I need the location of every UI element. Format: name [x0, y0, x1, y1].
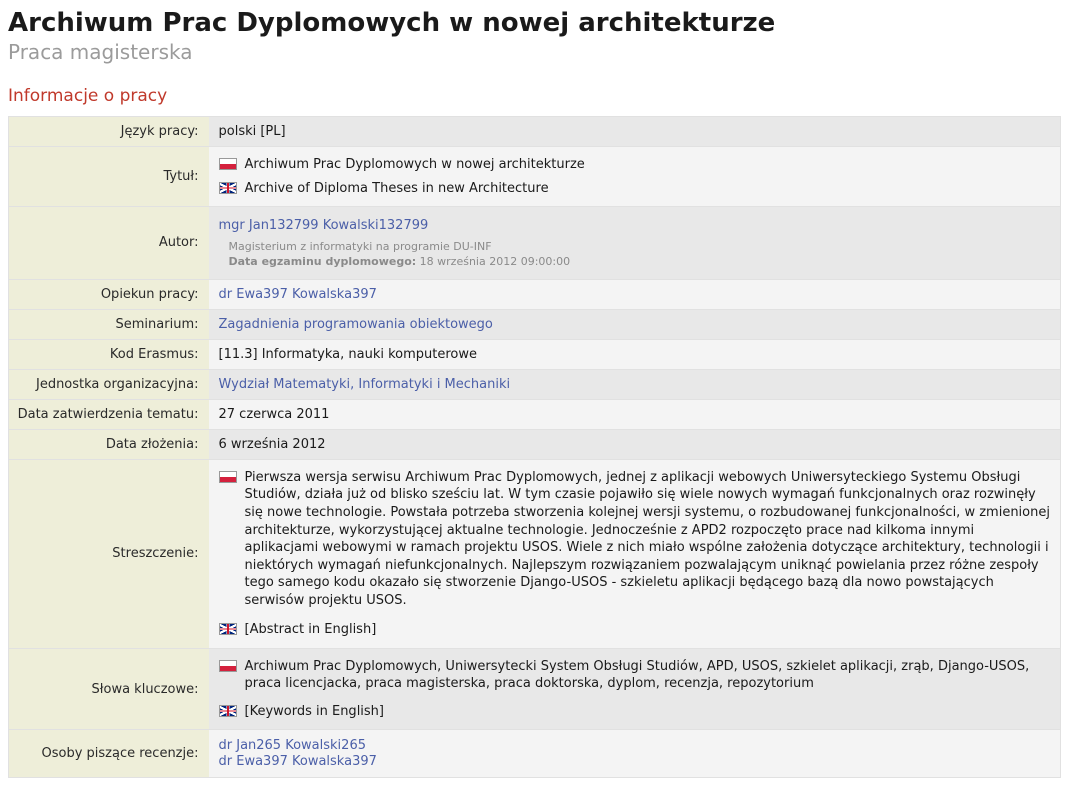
flag-gb-icon [219, 182, 237, 194]
unit-link[interactable]: Wydział Matematyki, Informatyki i Mechan… [219, 377, 511, 392]
flag-pl-icon [219, 158, 237, 170]
value-unit: Wydział Matematyki, Informatyki i Mechan… [209, 369, 1061, 399]
value-reviewers: dr Jan265 Kowalski265 dr Ewa397 Kowalska… [209, 730, 1061, 778]
label-title: Tytuł: [9, 147, 209, 207]
value-keywords: Archiwum Prac Dyplomowych, Uniwersytecki… [209, 648, 1061, 730]
value-author: mgr Jan132799 Kowalski132799 Magisterium… [209, 207, 1061, 280]
flag-gb-icon [219, 623, 237, 635]
label-erasmus: Kod Erasmus: [9, 339, 209, 369]
author-meta: Magisterium z informatyki na programie D… [219, 239, 1051, 270]
page-title: Archiwum Prac Dyplomowych w nowej archit… [8, 8, 1061, 38]
value-approval-date: 27 czerwca 2011 [209, 399, 1061, 429]
value-language: polski [PL] [209, 117, 1061, 147]
flag-pl-icon [219, 660, 237, 672]
author-exam-label: Data egzaminu dyplomowego: [229, 255, 417, 268]
author-exam-date: 18 września 2012 09:00:00 [420, 255, 570, 268]
abstract-pl: Pierwsza wersja serwisu Archiwum Prac Dy… [245, 469, 1051, 609]
flag-pl-icon [219, 471, 237, 483]
value-title: Archiwum Prac Dyplomowych w nowej archit… [209, 147, 1061, 207]
title-en: Archive of Diploma Theses in new Archite… [245, 180, 1051, 198]
title-pl: Archiwum Prac Dyplomowych w nowej archit… [245, 156, 1051, 174]
label-reviewers: Osoby piszące recenzje: [9, 730, 209, 778]
value-seminar: Zagadnienia programowania obiektowego [209, 309, 1061, 339]
label-supervisor: Opiekun pracy: [9, 279, 209, 309]
page-container: Archiwum Prac Dyplomowych w nowej archit… [8, 8, 1061, 778]
seminar-link[interactable]: Zagadnienia programowania obiektowego [219, 317, 493, 332]
info-table: Język pracy: polski [PL] Tytuł: Archiwum… [8, 116, 1061, 778]
value-erasmus: [11.3] Informatyka, nauki komputerowe [209, 339, 1061, 369]
value-abstract: Pierwsza wersja serwisu Archiwum Prac Dy… [209, 459, 1061, 648]
label-submission-date: Data złożenia: [9, 429, 209, 459]
reviewer-link-2[interactable]: dr Ewa397 Kowalska397 [219, 754, 1051, 769]
label-abstract: Streszczenie: [9, 459, 209, 648]
label-language: Język pracy: [9, 117, 209, 147]
keywords-en: [Keywords in English] [245, 703, 1051, 721]
value-supervisor: dr Ewa397 Kowalska397 [209, 279, 1061, 309]
author-program: Magisterium z informatyki na programie D… [229, 239, 1051, 254]
reviewer-link-1[interactable]: dr Jan265 Kowalski265 [219, 738, 1051, 753]
flag-gb-icon [219, 705, 237, 717]
author-link[interactable]: mgr Jan132799 Kowalski132799 [219, 218, 429, 233]
label-keywords: Słowa kluczowe: [9, 648, 209, 730]
value-submission-date: 6 września 2012 [209, 429, 1061, 459]
abstract-en: [Abstract in English] [245, 621, 1051, 639]
label-approval-date: Data zatwierdzenia tematu: [9, 399, 209, 429]
supervisor-link[interactable]: dr Ewa397 Kowalska397 [219, 287, 377, 302]
section-heading: Informacje o pracy [8, 86, 1061, 106]
label-seminar: Seminarium: [9, 309, 209, 339]
page-subtitle: Praca magisterska [8, 40, 1061, 64]
keywords-pl: Archiwum Prac Dyplomowych, Uniwersytecki… [245, 658, 1051, 693]
label-unit: Jednostka organizacyjna: [9, 369, 209, 399]
label-author: Autor: [9, 207, 209, 280]
